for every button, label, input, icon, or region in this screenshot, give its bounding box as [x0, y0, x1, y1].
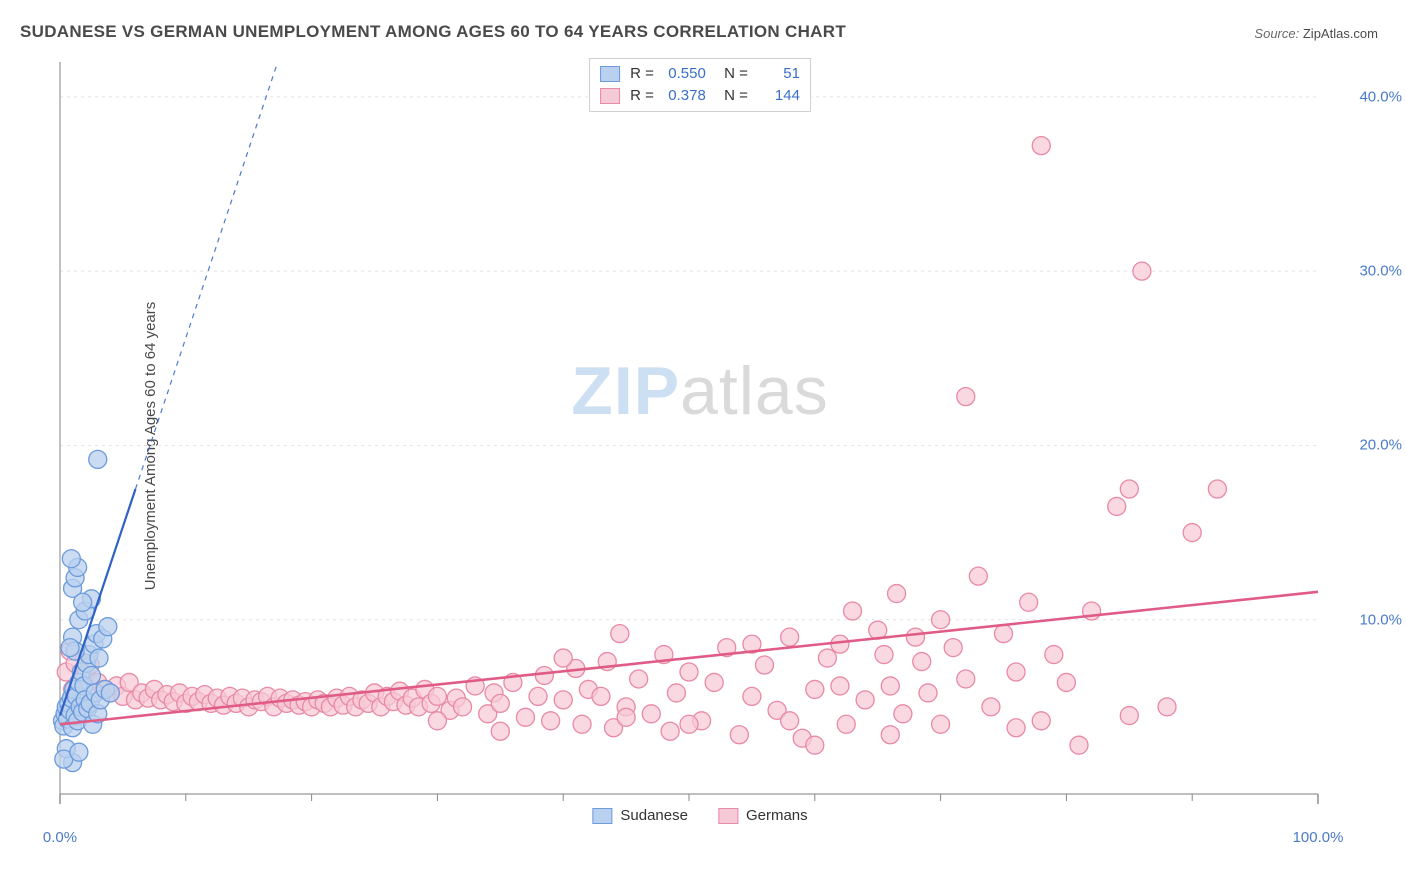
x-tick-label: 0.0% [43, 829, 77, 846]
y-tick-label: 30.0% [1359, 263, 1402, 280]
y-tick-label: 40.0% [1359, 88, 1402, 105]
n-value-germans: 144 [754, 85, 800, 107]
chart-title: SUDANESE VS GERMAN UNEMPLOYMENT AMONG AG… [20, 22, 846, 42]
legend-label-sudanese: Sudanese [620, 807, 688, 824]
source-label: Source: [1254, 26, 1299, 41]
y-tick-label: 10.0% [1359, 611, 1402, 628]
swatch-germans [600, 88, 620, 104]
source-value: ZipAtlas.com [1303, 26, 1378, 41]
legend-item-germans: Germans [718, 807, 808, 824]
correlation-row-sudanese: R = 0.550 N = 51 [600, 63, 800, 85]
n-label: N = [716, 63, 748, 85]
r-label: R = [630, 63, 654, 85]
source-attribution: Source: ZipAtlas.com [1254, 26, 1378, 41]
correlation-row-germans: R = 0.378 N = 144 [600, 85, 800, 107]
swatch-germans [718, 808, 738, 824]
legend-label-germans: Germans [746, 807, 808, 824]
r-value-sudanese: 0.550 [660, 63, 706, 85]
chart-svg [50, 52, 1350, 822]
n-label: N = [716, 85, 748, 107]
swatch-sudanese [592, 808, 612, 824]
legend-item-sudanese: Sudanese [592, 807, 688, 824]
r-label: R = [630, 85, 654, 107]
correlation-legend: R = 0.550 N = 51 R = 0.378 N = 144 [589, 58, 811, 112]
y-tick-label: 20.0% [1359, 437, 1402, 454]
r-value-germans: 0.378 [660, 85, 706, 107]
swatch-sudanese [600, 66, 620, 82]
series-legend: Sudanese Germans [592, 807, 807, 824]
chart-area: ZIPatlas R = 0.550 N = 51 R = 0.378 N = … [50, 52, 1350, 822]
n-value-sudanese: 51 [754, 63, 800, 85]
x-tick-label: 100.0% [1293, 829, 1344, 846]
